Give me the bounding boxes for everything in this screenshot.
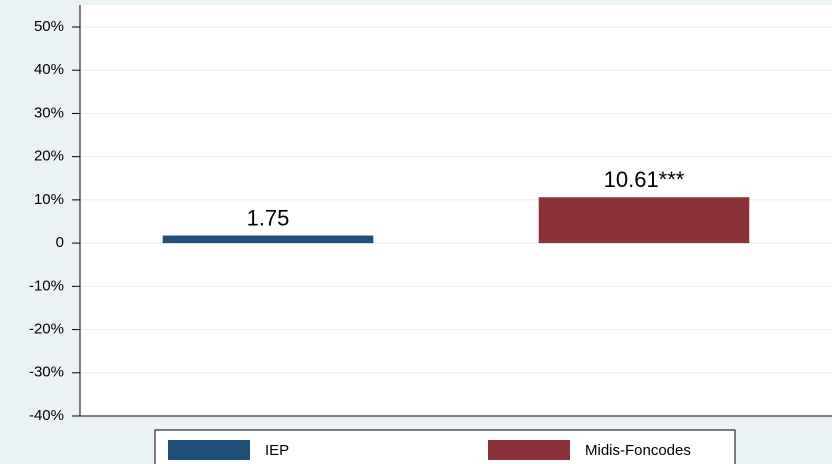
y-tick-label: 10% xyxy=(34,191,64,208)
y-tick-label: 50% xyxy=(34,18,64,35)
y-tick-label: 30% xyxy=(34,104,64,121)
y-tick-label: 20% xyxy=(34,148,64,165)
y-tick-label: -30% xyxy=(29,364,64,381)
bar xyxy=(162,235,374,244)
y-tick-label: -40% xyxy=(29,407,64,424)
legend-box xyxy=(154,429,736,464)
y-tick-label: -20% xyxy=(29,321,64,338)
legend-swatch xyxy=(488,440,570,460)
value-label: 1.75 xyxy=(247,205,290,230)
bar xyxy=(538,197,750,244)
value-label: 10.61*** xyxy=(604,167,685,192)
y-tick-label: 0 xyxy=(56,234,64,251)
y-tick-label: -10% xyxy=(29,277,64,294)
legend-swatch xyxy=(168,440,250,460)
y-tick-label: 40% xyxy=(34,61,64,78)
legend-label: Midis-Foncodes xyxy=(585,442,691,459)
legend-label: IEP xyxy=(265,442,289,459)
